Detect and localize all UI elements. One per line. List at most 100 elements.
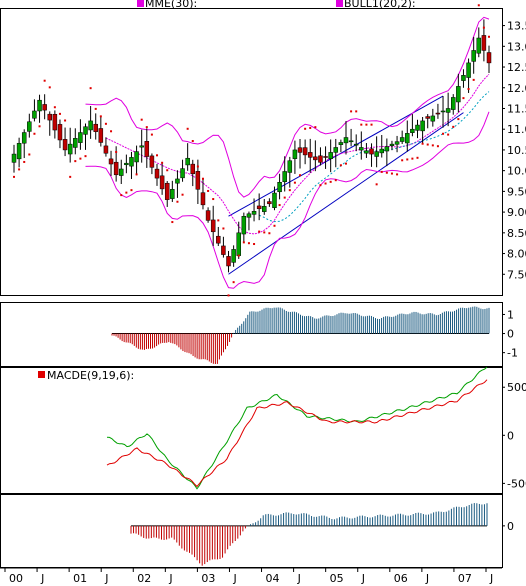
legend-bull-label: BULL1(20,2):	[344, 0, 416, 10]
candle-body	[481, 35, 487, 51]
sar-dot	[43, 79, 46, 82]
candle-body	[149, 155, 155, 168]
candle-body	[180, 168, 185, 179]
sar-dot	[110, 130, 113, 133]
histogram-y-tick-label: -1	[507, 347, 518, 360]
sar-dot	[477, 4, 480, 7]
candle-body	[205, 210, 211, 221]
candle-body	[16, 143, 22, 160]
candle-body	[359, 147, 364, 151]
sar-dot	[227, 294, 230, 297]
candle-body	[164, 182, 170, 200]
x-tick-label: J	[232, 572, 236, 585]
sar-dot	[314, 126, 317, 129]
sar-dot	[58, 112, 61, 115]
candle-body	[466, 62, 471, 78]
candle-body	[108, 158, 114, 165]
x-tick-label: 06	[394, 572, 408, 585]
candle-body	[103, 145, 109, 154]
candle-body	[231, 249, 236, 263]
candle-body	[435, 112, 441, 115]
sar-dot	[23, 160, 26, 163]
candle-body	[216, 235, 221, 244]
x-tick-label: 03	[201, 572, 215, 585]
moving-average-line	[258, 91, 490, 223]
sar-dot	[237, 254, 240, 257]
x-tick-label: J	[104, 572, 108, 585]
axes: 13.5 13.0 12.5 12.0 11.5 11.0 10.5 10.0 9.50 9.00…	[0, 20, 526, 585]
sar-dot	[365, 123, 368, 126]
sar-dot	[396, 173, 399, 176]
sar-dot	[13, 175, 15, 178]
sar-dot	[467, 87, 470, 90]
candle-body	[399, 137, 405, 142]
candle-body	[348, 140, 354, 143]
sar-dot	[488, 35, 490, 38]
candle-body	[42, 104, 47, 111]
candle-body	[190, 163, 196, 175]
x-tick-label: 05	[330, 572, 344, 585]
price-y-tick-label: 13.0	[507, 40, 526, 53]
bollinger-lower-band	[85, 111, 490, 289]
sar-dot	[69, 175, 72, 178]
x-tick-label: J	[425, 572, 429, 585]
legend-mme-swatch	[137, 0, 144, 7]
candle-body	[88, 120, 93, 131]
histogram-y-tick-label: 1	[507, 308, 514, 321]
x-tick-label: 01	[73, 572, 87, 585]
candle-body	[440, 110, 446, 113]
sar-dot	[28, 153, 31, 156]
parabolic-sar-dots	[13, 4, 490, 297]
price-y-tick-label: 8.00	[507, 248, 526, 261]
sar-dot	[457, 118, 460, 121]
candle-body	[430, 115, 436, 122]
sar-dot	[278, 204, 281, 207]
candle-body	[185, 157, 190, 166]
candle-body	[379, 148, 384, 154]
x-tick-label: 02	[137, 572, 151, 585]
sar-dot	[94, 107, 97, 110]
sar-dot	[222, 227, 225, 230]
sar-dot	[401, 159, 404, 162]
histogram-y-tick-label: 0	[507, 328, 514, 341]
candle-body	[73, 138, 78, 148]
sar-dot	[406, 158, 409, 161]
legend-top: MME(30): BULL1(20,2):	[137, 0, 416, 10]
macd-y-tick-label: 0	[507, 429, 514, 442]
sar-dot	[48, 86, 51, 89]
sar-dot	[217, 219, 220, 222]
sar-dot	[89, 87, 92, 90]
sar-dot	[232, 281, 235, 284]
sar-dot	[196, 165, 199, 168]
sar-dot	[125, 191, 128, 194]
candle-body	[195, 171, 201, 190]
sar-dot	[207, 189, 210, 192]
sar-dot	[370, 123, 373, 126]
sar-dot	[355, 110, 358, 113]
sar-dot	[191, 140, 194, 143]
candle-body	[282, 171, 287, 183]
candle-body	[78, 132, 83, 143]
sar-dot	[18, 168, 21, 171]
price-y-tick-label: 9.50	[507, 185, 526, 198]
mme-line	[105, 73, 490, 235]
macd-signal-line	[106, 379, 488, 488]
candle-body	[241, 215, 247, 235]
candle-body	[236, 232, 241, 256]
x-tick-label: 07	[458, 572, 472, 585]
price-y-tick-label: 8.50	[507, 227, 526, 240]
candle-body	[328, 152, 333, 159]
sar-dot	[436, 145, 439, 148]
sar-dot	[242, 241, 245, 244]
candle-body	[384, 146, 390, 152]
candle-body	[297, 147, 303, 153]
sar-dot	[145, 126, 148, 129]
price-y-tick-label: 11.0	[507, 123, 526, 136]
candle-body	[57, 124, 63, 141]
legend-macd-label: MACDE(9,19,6):	[47, 369, 134, 382]
sar-dot	[150, 133, 153, 136]
candle-body	[456, 86, 461, 103]
sar-dot	[447, 133, 450, 136]
candle-body	[134, 151, 139, 163]
sar-dot	[263, 231, 266, 234]
